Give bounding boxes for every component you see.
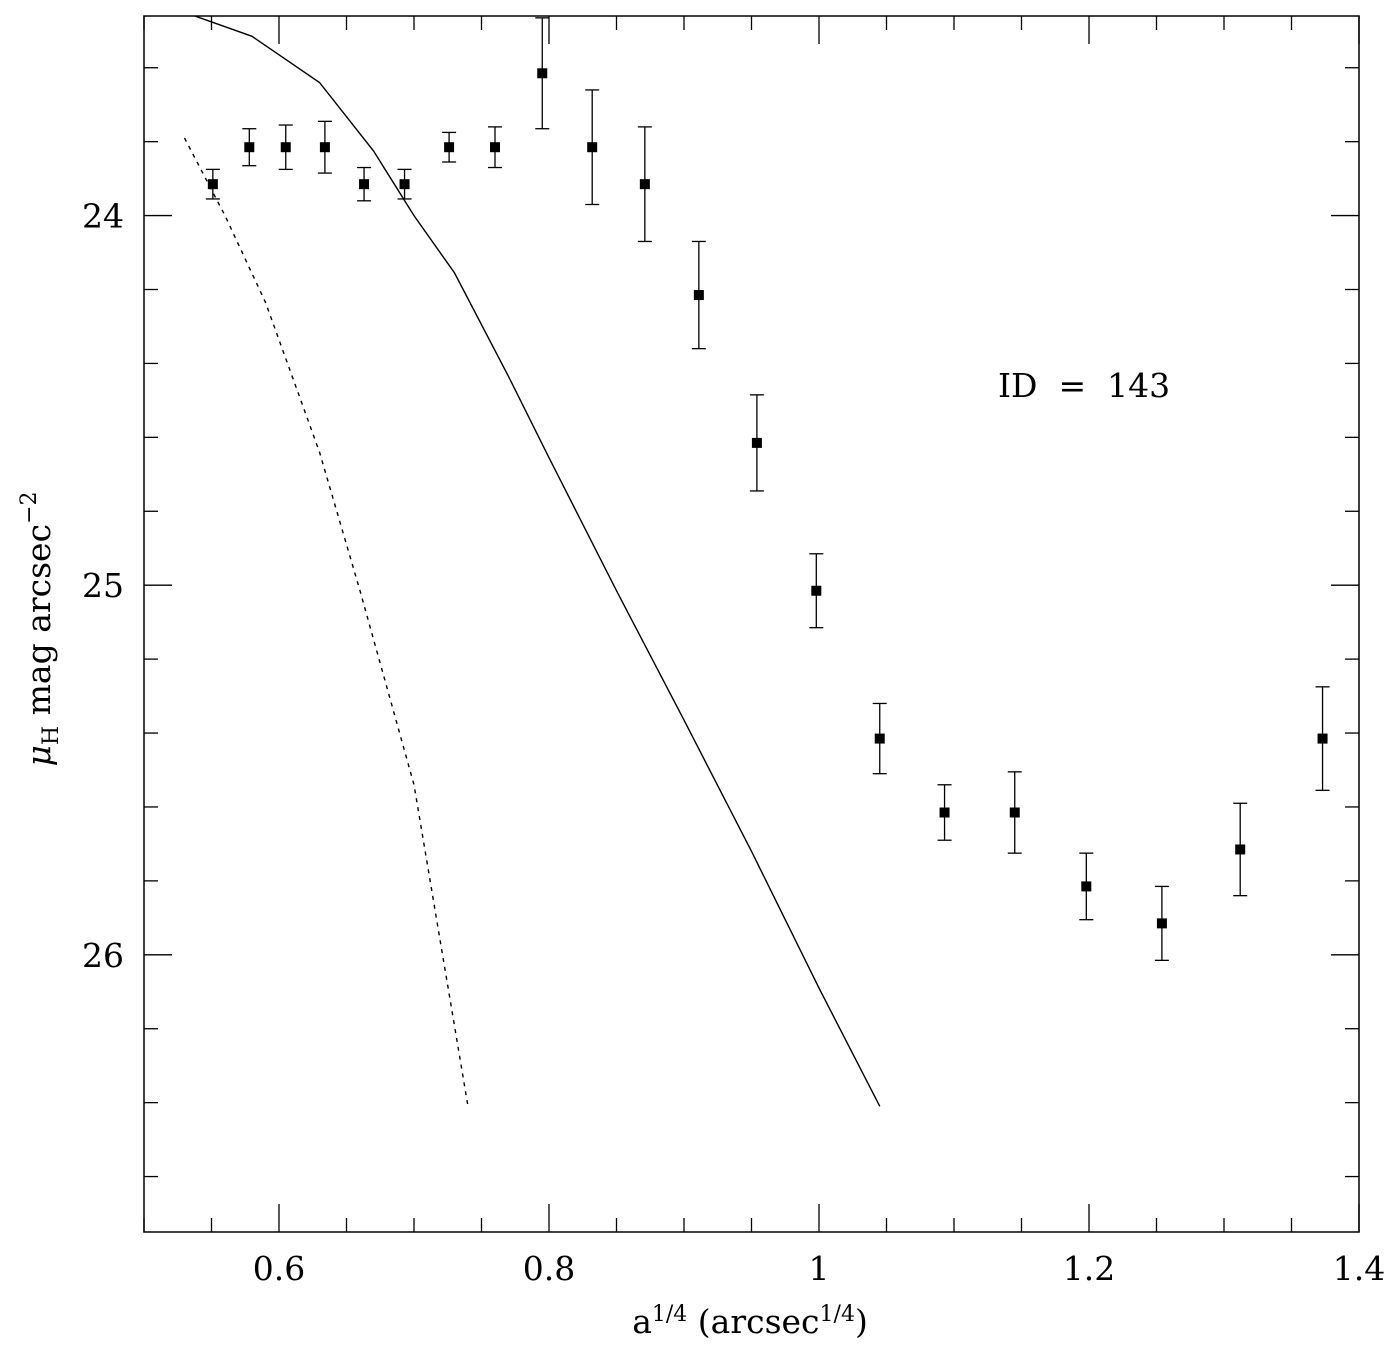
x-axis-title-unit: (arcsec [687,1302,819,1341]
data-point [693,290,704,301]
data-point [399,179,410,190]
x-axis-title-base: a [632,1302,652,1341]
x-tick-label: 1 [809,1249,830,1288]
data-point [359,179,370,190]
x-axis-title-close: ) [855,1302,868,1341]
data-point [1235,844,1246,855]
data-point [207,179,218,190]
data-point [280,142,291,153]
data-point [1009,807,1020,818]
x-tick-label: 0.8 [523,1249,575,1288]
data-point [490,142,500,153]
x-axis-title: a1/4 (arcsec1/4) [632,1302,868,1341]
y-axis-title-sub: H [39,726,64,745]
x-axis-title-sup: 1/4 [652,1302,687,1327]
x-tick-label: 1.2 [1063,1249,1115,1288]
y-tick-label: 26 [82,936,124,975]
x-axis-title-unit-sup: 1/4 [820,1302,855,1327]
plot-frame [143,15,1360,1233]
data-point [639,179,650,190]
data-point [811,585,822,596]
data-point [751,437,762,448]
y-ticks [144,67,1359,1178]
y-tick-label: 25 [82,566,124,605]
solid-model-curve [144,16,881,1107]
y-axis-title-text: mag arcsec [19,524,58,726]
data-point [874,733,885,744]
x-tick-labels: 0.6 0.8 1 1.2 1.4 [253,1249,1385,1288]
y-tick-labels: 24 25 26 [82,197,124,975]
data-point [444,142,455,153]
data-point [319,142,330,153]
data-point [244,142,255,153]
data-point [587,142,598,153]
y-tick-label: 24 [82,197,124,236]
x-ticks [143,16,1360,1232]
data-point [1317,733,1328,744]
data-point [1156,918,1167,929]
data-point [537,68,548,79]
dashed-model-curve [183,137,469,1107]
data-point [939,807,950,818]
y-axis-title: μH mag arcsec−2 [17,491,64,766]
x-tick-label: 0.6 [253,1249,305,1288]
data-point [1081,881,1092,892]
y-axis-title-sup: −2 [17,491,42,523]
y-axis-title-symbol: μ [19,745,58,766]
data-points [205,17,1330,961]
id-annotation: ID = 143 [998,366,1170,405]
x-tick-label: 1.4 [1333,1249,1385,1288]
model-curves [144,16,881,1107]
